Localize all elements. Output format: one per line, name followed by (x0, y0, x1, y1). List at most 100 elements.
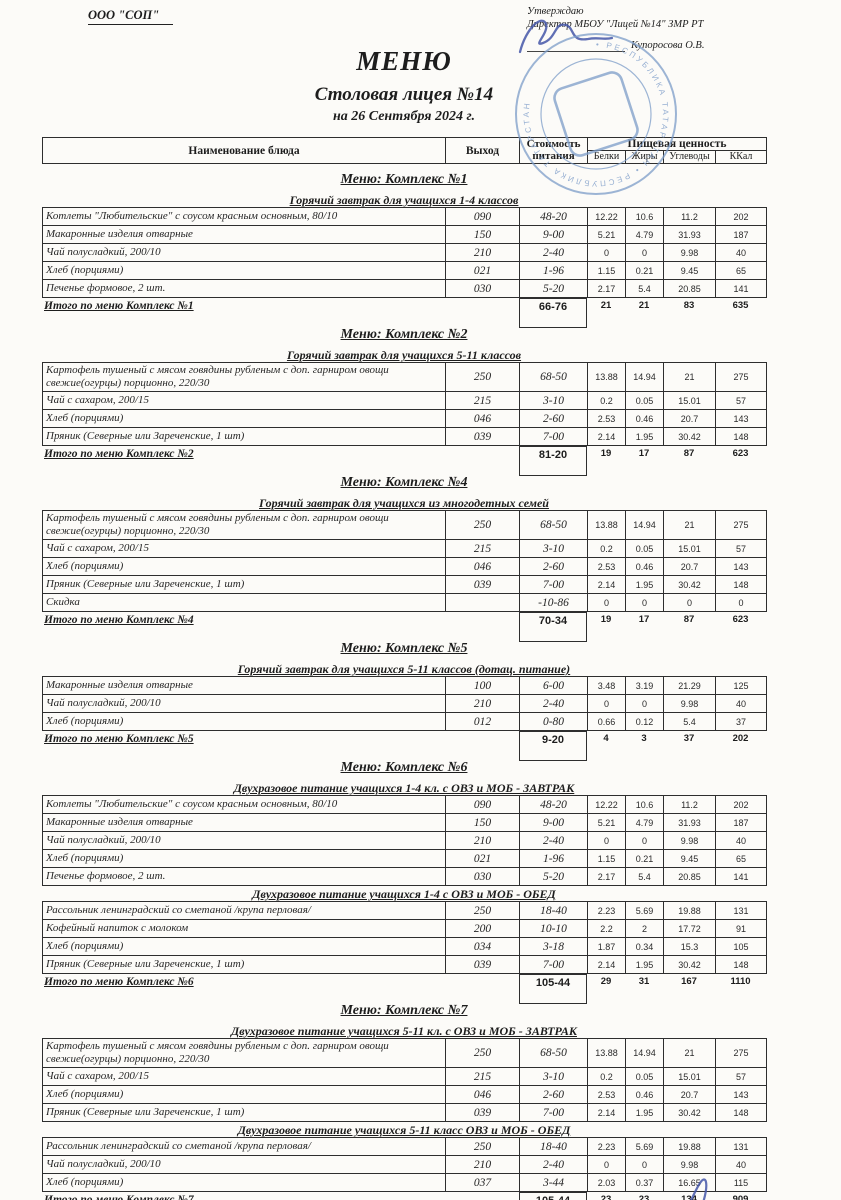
carbs-cell: 31.93 (663, 225, 716, 244)
menu-row: Скидка -10-86 0 0 0 0 (42, 593, 767, 612)
fat-cell: 2 (625, 919, 664, 938)
out-cell: 037 (445, 1173, 520, 1192)
menu-row: Кофейный напиток с молоком 200 10-10 2.2 2 17… (42, 919, 767, 938)
dish-name-cell: Макаронные изделия отварные (42, 676, 446, 695)
dish-name-cell: Печенье формовое, 2 шт. (42, 867, 446, 886)
total-carbs: 87 (683, 614, 695, 625)
fat-cell: 5.69 (625, 1137, 664, 1156)
menu-row: Чай с сахаром, 200/15 215 3-10 0.2 0.05 15.01… (42, 539, 767, 558)
menu-row: Чай полусладкий, 200/10 210 2-40 0 0 9.98 40 (42, 1155, 767, 1174)
carbs-cell: 15.01 (663, 391, 716, 410)
section-subheading: Двухразовое питание учащихся 5-11 кл. с … (231, 1024, 577, 1038)
fat-cell: 4.79 (625, 225, 664, 244)
total-kcal: 623 (732, 614, 749, 625)
kcal-cell: 141 (715, 279, 767, 298)
total-carbs: 83 (683, 300, 695, 311)
protein-cell: 0 (587, 1155, 626, 1174)
total-row: Итого по меню Комплекс №7 105-44 23 23 134 90… (42, 1192, 766, 1200)
dish-name-cell: Пряник (Северные или Зареченские, 1 шт) (42, 1103, 446, 1122)
kcal-cell: 65 (715, 849, 767, 868)
kcal-cell: 187 (715, 225, 767, 244)
document-subtitle: Столовая лицея №14 (314, 84, 494, 105)
out-cell: 100 (445, 676, 520, 695)
section-subheading: Двухразовое питание учащихся 1-4 с ОВЗ и… (252, 887, 556, 901)
carbs-cell: 21 (663, 1038, 716, 1068)
menu-row: Хлеб (порциями) 034 3-18 1.87 0.34 15.3 105 (42, 937, 767, 956)
out-cell: 250 (445, 1038, 520, 1068)
total-row: Итого по меню Комплекс №2 81-20 19 17 87 623 (42, 446, 766, 476)
fat-cell: 0 (625, 831, 664, 850)
price-cell: 3-44 (519, 1173, 588, 1192)
carbs-cell: 11.2 (663, 207, 716, 226)
menu-table: Рассольник ленинградский со сметаной /кр… (42, 901, 767, 974)
kcal-cell: 148 (715, 575, 767, 594)
carbs-cell: 20.85 (663, 279, 716, 298)
menu-row: Пряник (Северные или Зареченские, 1 шт) 0… (42, 955, 767, 974)
fat-cell: 1.95 (625, 575, 664, 594)
total-fat: 21 (638, 300, 650, 311)
total-label: Итого по меню Комплекс №5 (44, 733, 194, 745)
total-protein: 19 (600, 614, 612, 625)
menu-section: Меню: Комплекс №6 Двухразовое питание уча… (42, 760, 767, 1004)
kcal-cell: 143 (715, 557, 767, 576)
menu-section: Меню: Комплекс №2 Горячий завтрак для уча… (42, 327, 767, 476)
kcal-cell: 0 (715, 593, 767, 612)
carbs-cell: 30.42 (663, 955, 716, 974)
menu-table: Картофель тушеный с мясом говядины рубле… (42, 362, 767, 446)
carbs-cell: 9.45 (663, 849, 716, 868)
price-cell: 9-00 (519, 225, 588, 244)
total-kcal: 623 (732, 448, 749, 459)
dish-name-cell: Чай с сахаром, 200/15 (42, 391, 446, 410)
price-cell: 1-96 (519, 261, 588, 280)
dish-name-cell: Картофель тушеный с мясом говядины рубле… (42, 362, 446, 392)
menu-table: Котлеты "Любительские" с соусом красным … (42, 795, 767, 886)
protein-cell: 2.23 (587, 1137, 626, 1156)
protein-cell: 2.53 (587, 1085, 626, 1104)
protein-cell: 2.17 (587, 867, 626, 886)
kcal-cell: 131 (715, 901, 767, 920)
carbs-cell: 9.98 (663, 1155, 716, 1174)
col-header-kcal: ККал (714, 150, 768, 164)
menu-section: Меню: Комплекс №4 Горячий завтрак для уча… (42, 475, 767, 642)
columns-header-table: Наименование блюда Выход Стоимость питан… (42, 137, 768, 164)
total-kcal: 635 (732, 300, 749, 311)
total-row: Итого по меню Комплекс №6 105-44 29 31 167 11… (42, 974, 766, 1004)
section-subheading: Горячий завтрак для учащихся 1-4 классов (289, 193, 519, 207)
kcal-cell: 275 (715, 362, 767, 392)
fat-cell: 14.94 (625, 362, 664, 392)
total-kcal: 909 (732, 1194, 749, 1200)
kcal-cell: 115 (715, 1173, 767, 1192)
protein-cell: 2.14 (587, 575, 626, 594)
total-price-box: 70-34 (519, 612, 587, 642)
carbs-cell: 9.98 (663, 243, 716, 262)
protein-cell: 1.87 (587, 937, 626, 956)
carbs-cell: 9.98 (663, 831, 716, 850)
kcal-cell: 57 (715, 1067, 767, 1086)
col-header-out: Выход (445, 137, 520, 164)
out-cell: 039 (445, 1103, 520, 1122)
kcal-cell: 105 (715, 937, 767, 956)
price-cell: 0-80 (519, 712, 588, 731)
kcal-cell: 148 (715, 955, 767, 974)
dish-name-cell: Картофель тушеный с мясом говядины рубле… (42, 510, 446, 540)
kcal-cell: 40 (715, 1155, 767, 1174)
total-fat: 23 (638, 1194, 650, 1200)
total-row: Итого по меню Комплекс №5 9-20 4 3 37 202 (42, 731, 766, 761)
out-cell: 046 (445, 1085, 520, 1104)
kcal-cell: 141 (715, 867, 767, 886)
carbs-cell: 19.88 (663, 901, 716, 920)
protein-cell: 13.88 (587, 510, 626, 540)
protein-cell: 2.17 (587, 279, 626, 298)
menu-row: Хлеб (порциями) 021 1-96 1.15 0.21 9.45 65 (42, 261, 767, 280)
section-heading: Меню: Комплекс №6 (340, 760, 468, 775)
section-heading: Меню: Комплекс №4 (340, 475, 468, 490)
document-title: МЕНЮ (356, 46, 452, 76)
total-kcal: 1110 (730, 976, 751, 987)
carbs-cell: 5.4 (663, 712, 716, 731)
fat-cell: 3.19 (625, 676, 664, 695)
fat-cell: 0.46 (625, 1085, 664, 1104)
dish-name-cell: Чай полусладкий, 200/10 (42, 1155, 446, 1174)
carbs-cell: 30.42 (663, 1103, 716, 1122)
kcal-cell: 91 (715, 919, 767, 938)
